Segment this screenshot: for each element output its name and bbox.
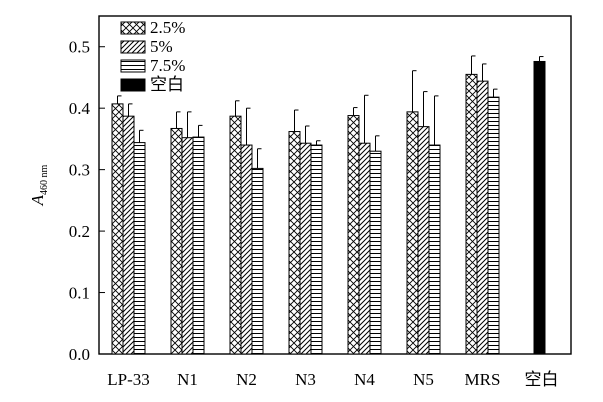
bar <box>240 144 253 355</box>
bar <box>251 167 264 355</box>
bars <box>111 60 546 355</box>
y-tick-label: 0.2 <box>69 222 90 241</box>
x-axis: LP-33 N1 N2 N3 N4 N5 MRS 空白 <box>107 349 559 389</box>
legend-label: 5% <box>150 37 173 56</box>
legend-swatch <box>120 40 146 54</box>
legend-label: 空白 <box>150 75 184 94</box>
legend-swatch <box>120 59 146 73</box>
y-tick-label: 0.0 <box>69 345 90 364</box>
bar <box>299 142 312 355</box>
y-axis-label: A460 nm <box>28 164 50 206</box>
bar <box>181 137 194 355</box>
x-tick-label: N1 <box>177 370 198 389</box>
bar <box>358 142 371 355</box>
bar <box>476 80 489 355</box>
x-tick-label: 空白 <box>525 370 559 389</box>
bar <box>347 115 360 355</box>
plot-area <box>98 15 572 355</box>
bar <box>122 115 135 355</box>
bar <box>133 142 146 355</box>
x-tick-label: MRS <box>465 370 501 389</box>
x-tick-label: N2 <box>236 370 257 389</box>
y-tick-label: 0.4 <box>69 99 91 118</box>
bar <box>111 103 124 355</box>
y-axis-label-subscript: 460 nm <box>39 164 50 195</box>
error-bars <box>117 55 544 169</box>
x-tick-label: N4 <box>354 370 375 389</box>
bar <box>487 96 500 355</box>
bar <box>533 60 546 355</box>
bar <box>310 144 323 355</box>
bar <box>417 126 430 355</box>
bar <box>229 115 242 355</box>
y-tick-label: 0.3 <box>69 161 90 180</box>
bar <box>369 150 382 355</box>
y-axis: 0.0 0.1 0.2 0.3 0.4 0.5 <box>69 38 105 364</box>
bar <box>288 131 301 355</box>
bar <box>465 73 478 355</box>
legend-label: 7.5% <box>150 56 185 75</box>
plot-frame <box>98 15 572 355</box>
legend: 2.5%5%7.5%空白 <box>120 18 185 94</box>
y-axis-label-main: A <box>28 194 47 206</box>
legend-swatch <box>120 21 146 35</box>
x-tick-label: LP-33 <box>107 370 150 389</box>
bar <box>170 127 183 355</box>
legend-swatch <box>120 78 146 92</box>
bar <box>192 136 205 355</box>
y-tick-label: 0.5 <box>69 38 90 57</box>
bar <box>428 144 441 355</box>
y-tick-label: 0.1 <box>69 284 90 303</box>
x-tick-label: N3 <box>295 370 316 389</box>
x-tick-label: N5 <box>413 370 434 389</box>
legend-label: 2.5% <box>150 18 185 37</box>
bar <box>406 111 419 355</box>
